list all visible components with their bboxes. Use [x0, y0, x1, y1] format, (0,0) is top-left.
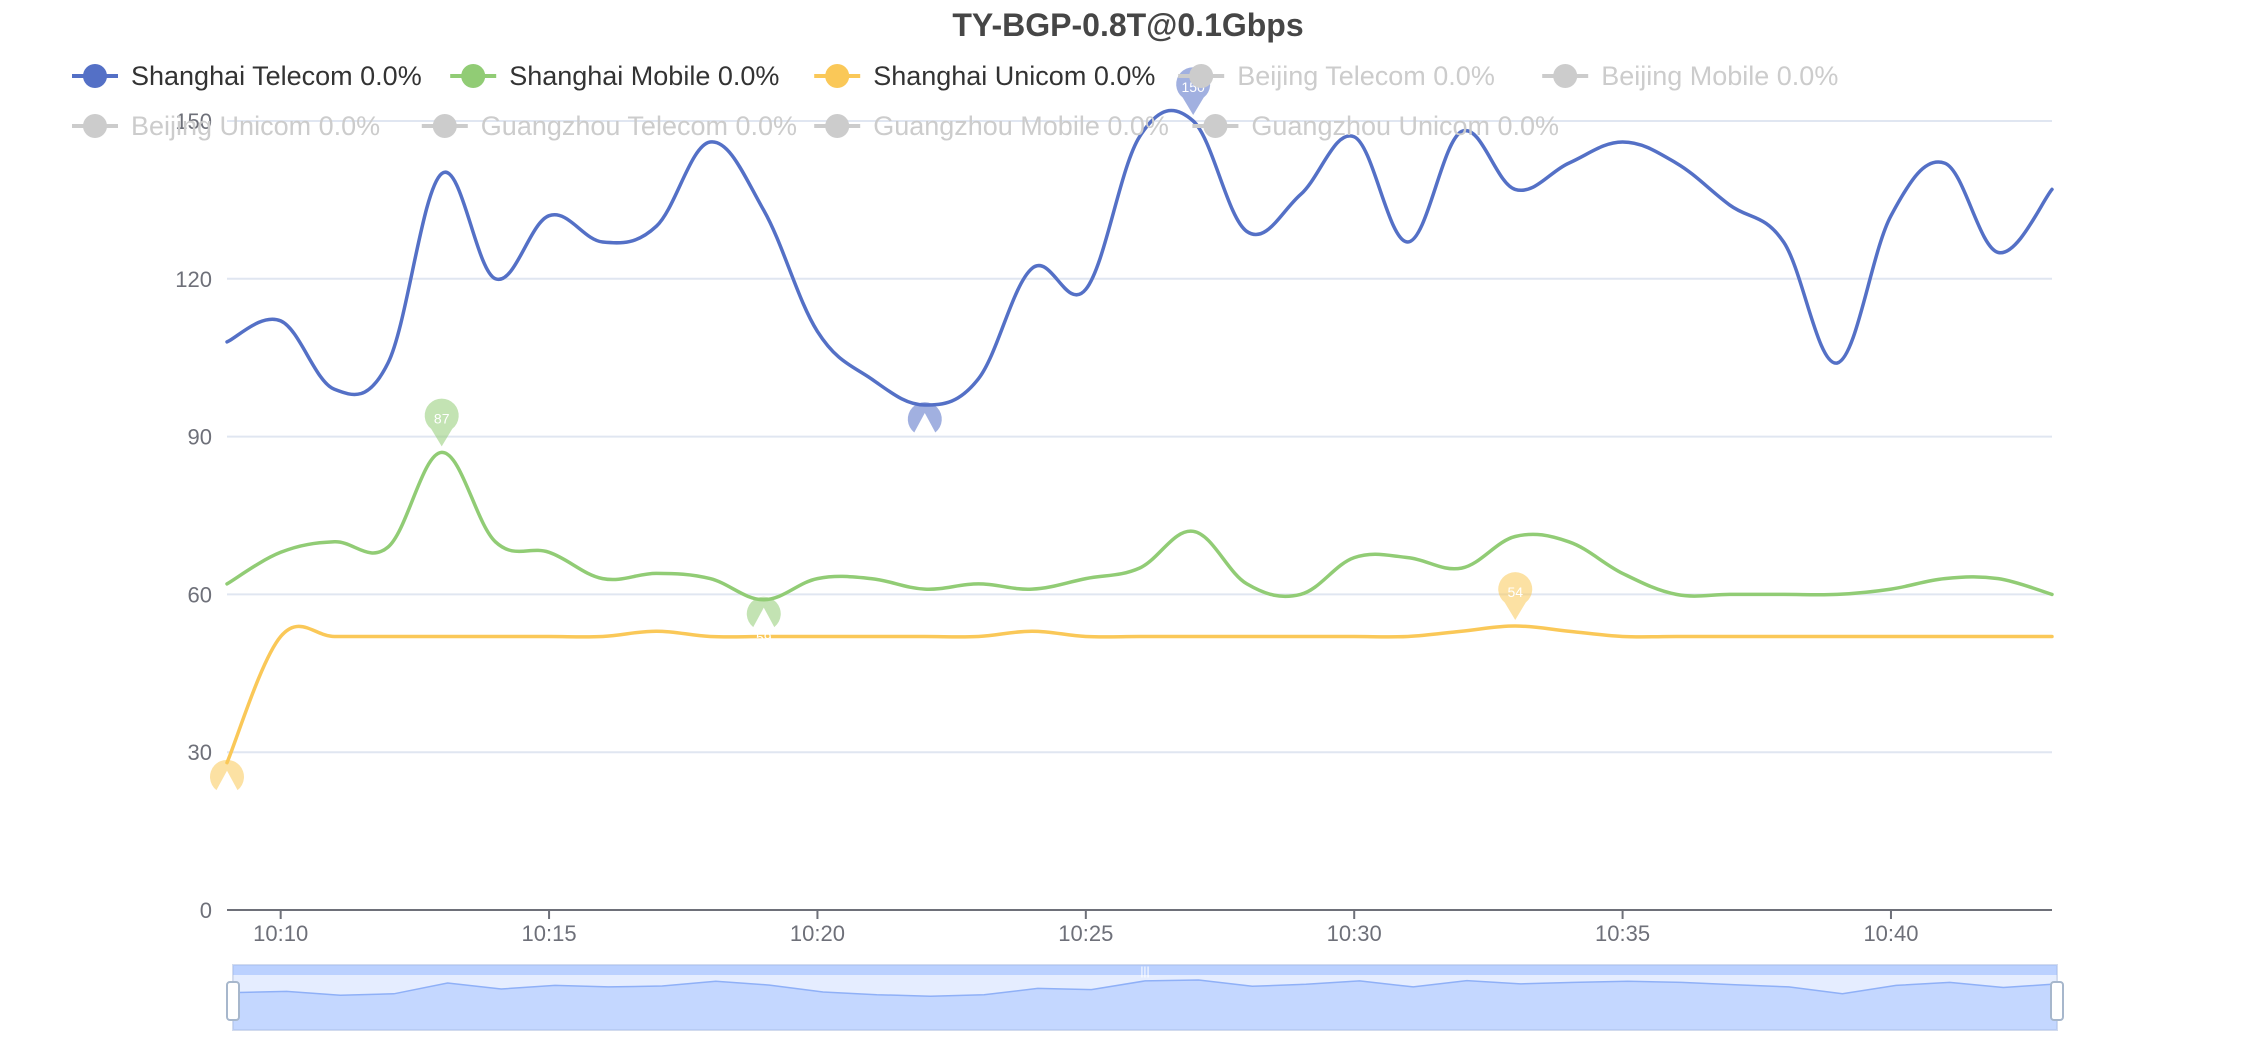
legend-label: Beijing Telecom 0.0%: [1237, 61, 1495, 91]
series-lines: [225, 108, 2054, 765]
zoom-handle-right[interactable]: [2050, 981, 2064, 1021]
legend-label: Shanghai Telecom 0.0%: [131, 61, 422, 91]
legend-item[interactable]: Shanghai Unicom 0.0%: [814, 61, 1155, 91]
marker-min: 59: [746, 596, 781, 646]
legend-label: Guangzhou Unicom 0.0%: [1251, 111, 1559, 141]
x-tick-label: 10:15: [522, 921, 577, 946]
marker-label: 96: [917, 435, 933, 451]
y-tick-label: 90: [188, 425, 212, 450]
y-tick-label: 60: [188, 582, 212, 607]
legend-label: Beijing Unicom 0.0%: [131, 111, 380, 141]
axes: 0 30 60 90 120 150 10:10 10:15 10:20 10:25 10:30 10…: [175, 109, 2052, 946]
legend-label: Shanghai Mobile 0.0%: [509, 61, 779, 91]
legend-label: Guangzhou Mobile 0.0%: [873, 111, 1169, 141]
legend-swatch: [1203, 114, 1228, 138]
legend-label: Shanghai Unicom 0.0%: [873, 61, 1155, 91]
x-tick-label: 10:20: [790, 921, 845, 946]
y-tick-label: 30: [188, 740, 212, 765]
legend-item[interactable]: Shanghai Telecom 0.0%: [72, 61, 422, 91]
marker-label: 54: [1507, 584, 1523, 600]
legend-item[interactable]: Beijing Mobile 0.0%: [1542, 61, 1838, 91]
y-tick-label: 120: [175, 267, 212, 292]
series-line-2: [225, 450, 2054, 602]
x-tick-label: 10:35: [1595, 921, 1650, 946]
legend-swatch: [1189, 64, 1214, 88]
marker-label: 59: [756, 630, 772, 646]
x-tick-label: 10:10: [253, 921, 308, 946]
legend-item[interactable]: Guangzhou Unicom 0.0%: [1192, 111, 1559, 141]
marker-max: 87: [424, 398, 459, 447]
legend-swatch: [825, 64, 850, 88]
legend-item[interactable]: Guangzhou Mobile 0.0%: [814, 111, 1169, 141]
chart-title: TY-BGP-0.8T@0.1Gbps: [952, 7, 1303, 43]
x-tick-label: 10:40: [1863, 921, 1918, 946]
zoom-track[interactable]: [232, 964, 2058, 1031]
legend-swatch: [1553, 64, 1578, 88]
legend: Shanghai Telecom 0.0% Shanghai Mobile 0.0…: [72, 61, 1838, 141]
marker-label: 28: [219, 793, 235, 809]
y-tick-label: 0: [200, 898, 212, 923]
legend-swatch: [461, 64, 486, 88]
zoom-grip-icon[interactable]: |||: [1140, 964, 1149, 978]
x-tick-label: 10:25: [1058, 921, 1113, 946]
zoom-preview-area: [233, 980, 2057, 1030]
data-zoom-slider[interactable]: |||: [226, 964, 2064, 1031]
legend-label: Beijing Mobile 0.0%: [1601, 61, 1838, 91]
legend-item[interactable]: Guangzhou Telecom 0.0%: [421, 111, 797, 141]
legend-item[interactable]: Shanghai Mobile 0.0%: [450, 61, 779, 91]
marker-min: 28: [210, 759, 244, 809]
legend-swatch: [432, 114, 457, 138]
x-tick-label: 10:30: [1327, 921, 1382, 946]
grid-lines: [227, 120, 2052, 754]
legend-swatch: [83, 64, 107, 88]
y-tick-label: 150: [175, 109, 212, 134]
legend-label: Guangzhou Telecom 0.0%: [481, 111, 797, 141]
series-line-3: [225, 624, 2054, 765]
legend-swatch: [825, 114, 850, 138]
zoom-preview-line: [232, 979, 2058, 997]
legend-swatch: [83, 114, 107, 138]
legend-item[interactable]: Beijing Unicom 0.0%: [72, 111, 380, 141]
marker-max: 54: [1498, 572, 1533, 620]
series-line-1: [225, 108, 2054, 407]
legend-item[interactable]: Beijing Telecom 0.0%: [1178, 61, 1495, 91]
zoom-handle-left[interactable]: [226, 981, 240, 1021]
marker-min: 96: [907, 402, 942, 451]
zoom-move-bar[interactable]: [233, 965, 2057, 975]
marker-label: 87: [434, 410, 450, 426]
